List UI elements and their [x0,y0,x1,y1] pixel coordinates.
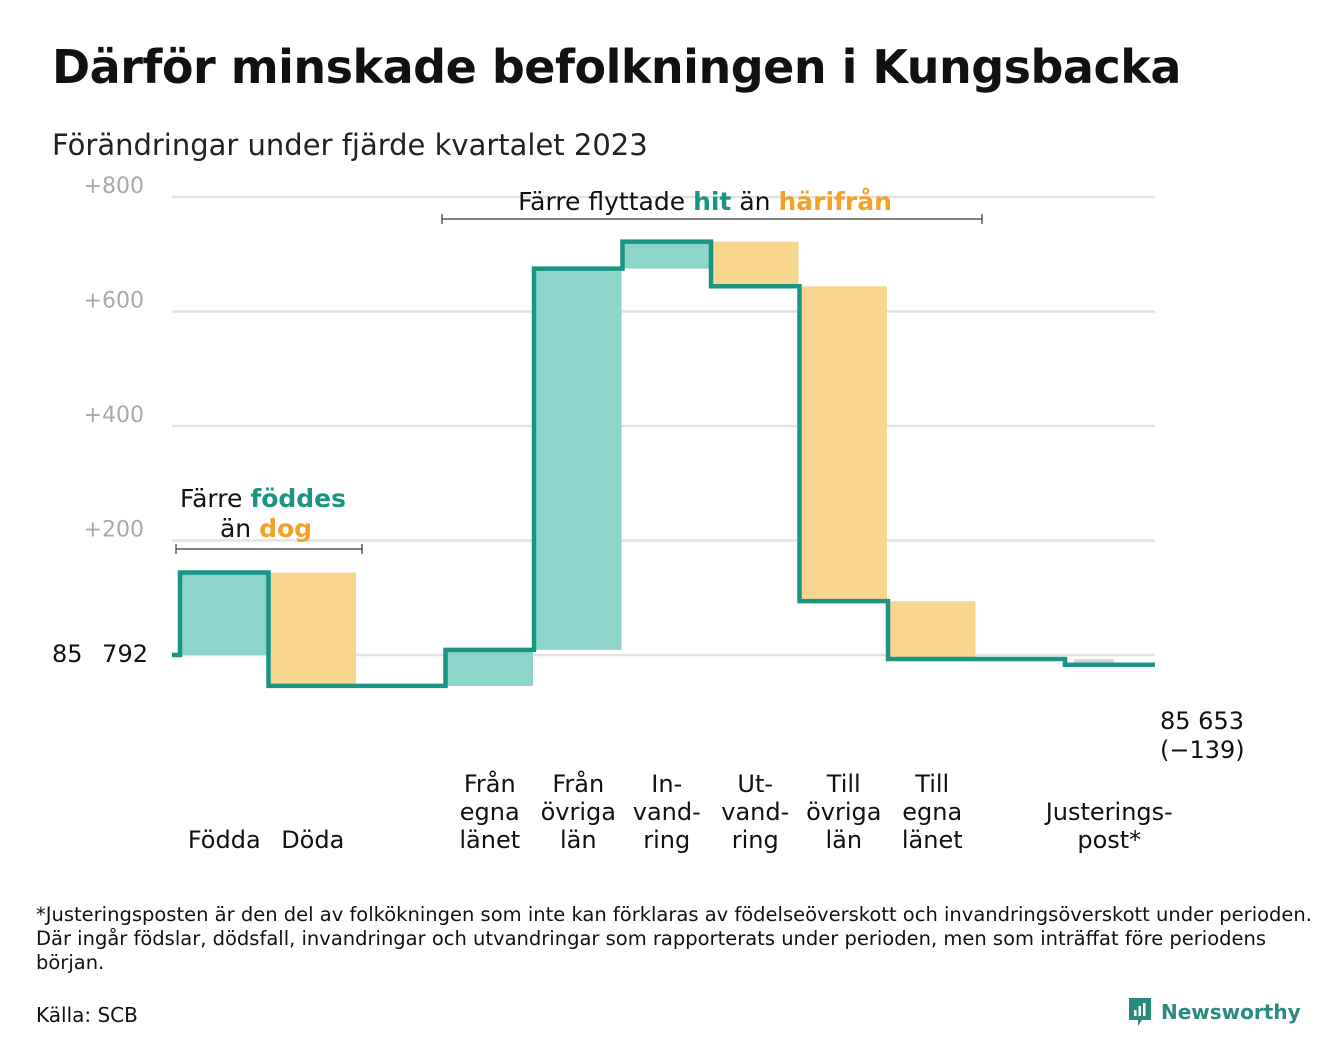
annotation-births-emph: föddes [250,484,346,513]
bar [1073,659,1114,665]
y-tick-label: +400 [84,403,144,428]
running-total-line [172,239,1155,689]
x-tick-label: Till egna länet [902,770,963,854]
x-tick-label: In-vand-ring [633,770,701,854]
bars [180,241,1114,686]
start-value-label: 85 792 [52,640,148,668]
annotation-births-plain: Färre [180,484,242,513]
end-value-label: 85 653 [1160,707,1244,735]
chart-title: Därför minskade befolkningen i Kungsback… [52,40,1181,94]
svg-text:Färre flyttade hit: Färre flyttade hit än härifrån [518,187,892,216]
source-label: Källa: SCB [36,1003,138,1027]
chart-subtitle: Förändringar under fjärde kvartalet 2023 [52,128,648,162]
running-total-path [172,239,1155,689]
annotation-deaths-emph: dog [259,514,312,543]
annotation-migration-emph-b: härifrån [778,187,891,216]
x-tick-label: Från övriga län [541,769,616,854]
annotation-births-deaths: Färre föddes än dog [175,484,363,554]
bar [268,572,356,686]
x-tick-label: Ut-vand-ring [721,770,789,854]
end-change-label: (−139) [1160,736,1245,764]
annotation-migration-plain: Färre flyttade [518,187,685,216]
x-tick-label: Till övriga län [806,770,881,854]
annotation-migration-emph-a: hit [693,187,731,216]
y-axis-ticks: +200 +400 +600 +800 [84,174,144,543]
bar [622,241,710,269]
y-tick-label: +600 [84,289,144,314]
x-tick-label: Justerings-post* [1044,798,1173,854]
annotation-migration-bracket [441,214,983,224]
x-axis-labels: Födda Döda Från egna länet Från övriga länIn-va… [188,769,1173,854]
annotation-migration-mid: än [739,187,770,216]
newsworthy-chart-icon [1129,998,1151,1026]
y-tick-label: +200 [84,518,144,543]
brand-logo: Newsworthy [1127,996,1301,1028]
brand-name: Newsworthy [1161,1000,1301,1024]
bar [180,572,268,655]
bar [445,649,533,686]
x-tick-label: Från egna länet [459,769,520,854]
y-tick-label: +800 [84,174,144,199]
annotation-births-bracket [175,544,363,554]
bar [799,286,887,602]
annotation-births-mid: än [220,514,251,543]
footnote: *Justeringsposten är den del av folkökni… [36,903,1312,974]
bar [888,601,976,660]
bar [534,268,622,650]
svg-text:Färre föddes: Färre föddes [180,484,346,513]
annotation-migration: Färre flyttade hit än härifrån [441,187,983,224]
svg-text:än dog: än dog [220,514,312,543]
bar [711,241,799,287]
x-tick-label: Födda [188,826,261,854]
x-tick-label: Döda [281,826,344,854]
